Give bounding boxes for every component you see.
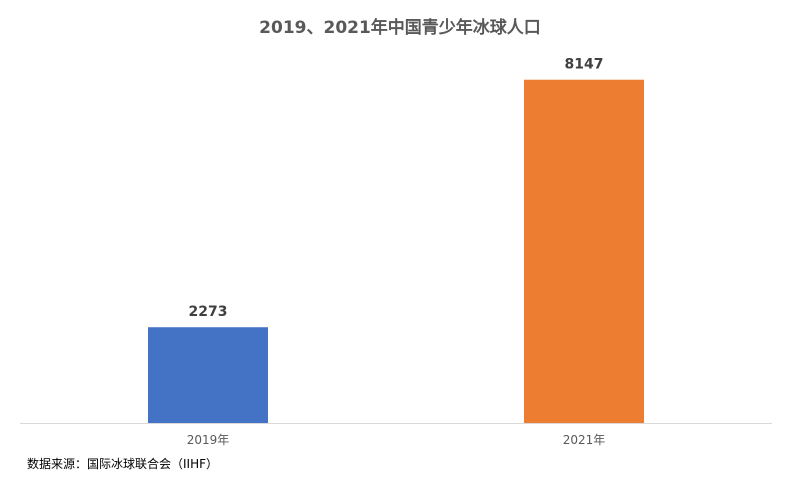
x-tick-label-1: 2019年: [187, 433, 230, 447]
source-note: 数据来源：国际冰球联合会（IIHF）: [27, 457, 219, 471]
bar-2: [524, 79, 644, 423]
bars-group: [148, 79, 644, 423]
bar-1: [148, 327, 268, 423]
data-label-1: 2273: [189, 304, 228, 320]
labels-group: 2273 2019年 8147 2021年: [187, 57, 606, 447]
data-label-2: 8147: [565, 57, 604, 73]
x-tick-label-2: 2021年: [563, 433, 606, 447]
chart-title: 2019、2021年中国青少年冰球人口: [259, 18, 541, 38]
